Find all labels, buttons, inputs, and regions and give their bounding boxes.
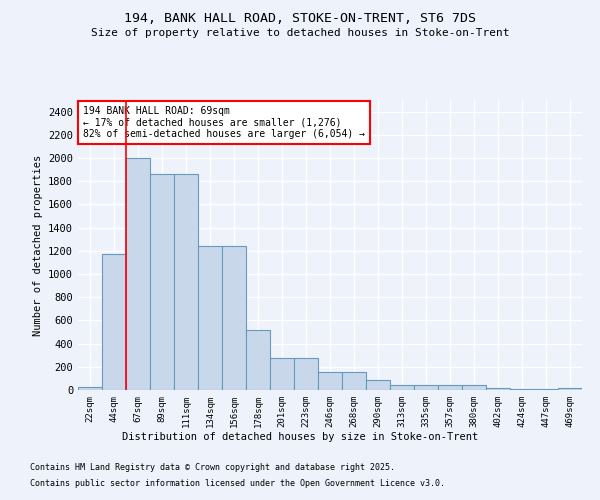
Bar <box>126 158 150 390</box>
Text: Distribution of detached houses by size in Stoke-on-Trent: Distribution of detached houses by size … <box>122 432 478 442</box>
Bar <box>222 246 246 390</box>
Text: Contains HM Land Registry data © Crown copyright and database right 2025.: Contains HM Land Registry data © Crown c… <box>30 464 395 472</box>
Bar <box>438 386 462 390</box>
Bar <box>486 388 510 390</box>
Bar <box>318 372 342 390</box>
Bar <box>390 385 414 390</box>
Bar <box>558 388 582 390</box>
Text: Contains public sector information licensed under the Open Government Licence v3: Contains public sector information licen… <box>30 478 445 488</box>
Bar <box>294 358 318 390</box>
Text: 194 BANK HALL ROAD: 69sqm
← 17% of detached houses are smaller (1,276)
82% of se: 194 BANK HALL ROAD: 69sqm ← 17% of detac… <box>83 106 365 139</box>
Bar <box>462 386 486 390</box>
Bar <box>150 174 174 390</box>
Bar <box>246 330 270 390</box>
Bar <box>102 254 126 390</box>
Bar <box>78 387 102 390</box>
Bar <box>198 246 222 390</box>
Bar <box>366 380 390 390</box>
Bar <box>174 174 198 390</box>
Text: Size of property relative to detached houses in Stoke-on-Trent: Size of property relative to detached ho… <box>91 28 509 38</box>
Bar <box>270 358 294 390</box>
Bar <box>342 372 366 390</box>
Y-axis label: Number of detached properties: Number of detached properties <box>32 154 43 336</box>
Text: 194, BANK HALL ROAD, STOKE-ON-TRENT, ST6 7DS: 194, BANK HALL ROAD, STOKE-ON-TRENT, ST6… <box>124 12 476 26</box>
Bar <box>414 385 438 390</box>
